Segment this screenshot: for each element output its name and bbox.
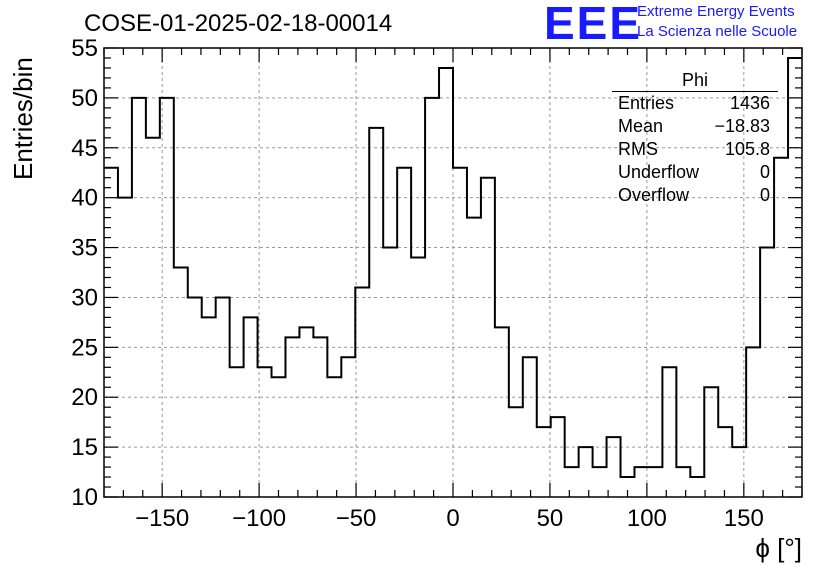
axis-tick-labels: −150 −100 −50 0 50 100 150 10 15 20 25 30 35 40 45 50 55 [71,35,764,532]
y-tick-label: 55 [71,35,98,62]
stats-label: RMS [618,139,658,159]
y-tick-label: 10 [71,484,98,511]
stats-row-underflow: Underflow 0 [612,161,778,184]
stats-row-overflow: Overflow 0 [612,184,778,207]
grid-lines [104,48,802,497]
histogram-series [104,56,802,479]
x-tick-label: 50 [537,505,564,532]
stats-value: 0 [759,185,770,205]
stats-label: Mean [618,116,664,136]
stats-value: 1436 [729,93,770,113]
stats-row-entries: Entries 1436 [612,92,778,115]
y-tick-label: 30 [71,284,98,311]
x-tick-label: 150 [724,505,764,532]
logo-caption-line2: La Scienza nelle Scuole [637,23,798,40]
eee-logo: EEE [544,0,643,49]
stats-value: −18.83 [714,116,770,136]
y-tick-label: 40 [71,185,98,212]
stats-value: 0 [759,162,770,182]
logo-caption: Extreme Energy Events La Scienza nelle S… [637,2,797,42]
y-tick-label: 15 [71,434,98,461]
y-tick-label: 45 [71,135,98,162]
stats-box: Phi Entries 1436 Mean −18.83 RMS 105.8 U… [612,70,778,207]
y-tick-label: 20 [71,384,98,411]
stats-label: Underflow [618,162,700,182]
stats-value: 105.8 [724,139,770,159]
y-tick-label: 25 [71,334,98,361]
y-axis-label: Entries/bin [8,57,38,180]
x-tick-label: 0 [446,505,459,532]
x-tick-label: −150 [135,505,189,532]
x-tick-label: 100 [627,505,667,532]
x-axis-label: ϕ [°] [755,533,802,563]
x-tick-label: −100 [232,505,286,532]
stats-row-rms: RMS 105.8 [612,138,778,161]
y-tick-label: 50 [71,85,98,112]
stats-label: Entries [618,93,675,113]
axis-ticks [103,47,803,498]
y-tick-label: 35 [71,235,98,262]
chart-title: COSE-01-2025-02-18-00014 [84,10,393,37]
stats-title: Phi [612,70,778,92]
logo-caption-line1: Extreme Energy Events [637,3,795,20]
x-tick-label: −50 [336,505,377,532]
stats-label: Overflow [618,185,690,205]
stats-row-mean: Mean −18.83 [612,115,778,138]
